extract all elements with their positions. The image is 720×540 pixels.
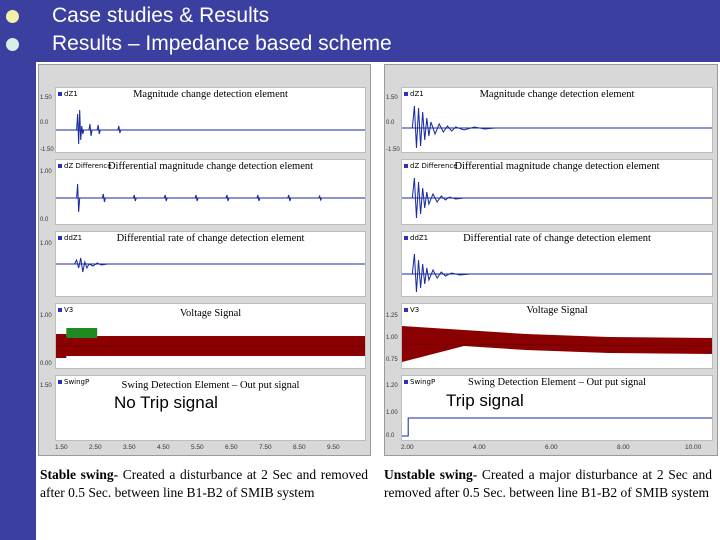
y-tick: 1.50 <box>386 95 398 101</box>
x-axis: 2.00 4.00 6.00 8.00 10.00 <box>401 443 713 455</box>
signal-name: V3 <box>404 306 419 314</box>
plot-label: Voltage Signal <box>526 305 588 316</box>
caption-heading: Stable swing- <box>40 467 119 482</box>
bullet-icon <box>6 38 19 51</box>
x-tick: 4.00 <box>473 444 486 451</box>
y-tick: 0.00 <box>40 361 52 367</box>
slide-subtitle: Results – Impedance based scheme <box>52 32 392 55</box>
y-tick: 1.00 <box>386 410 398 416</box>
signal-name: V3 <box>58 306 73 314</box>
plot-label: Differential magnitude change detection … <box>454 161 660 172</box>
y-tick: 1.00 <box>386 335 398 341</box>
signal-name: dZ Difference <box>404 162 458 170</box>
x-tick: 6.00 <box>545 444 558 451</box>
plot-differential-magnitude: dZ Difference Differential magnitude cha… <box>55 159 366 225</box>
y-tick: 1.00 <box>40 313 52 319</box>
slide-title: Case studies & Results <box>52 4 270 27</box>
x-tick: 8.00 <box>617 444 630 451</box>
y-tick: 1.20 <box>386 383 398 389</box>
signal-name: SwingP <box>58 378 89 386</box>
y-tick: 1.00 <box>40 169 52 175</box>
y-tick: 1.00 <box>40 241 52 247</box>
x-axis: 1.50 2.50 3.50 4.50 5.50 6.50 7.50 8.50 … <box>55 443 366 455</box>
stable-swing-plot-panel: dZ1 Magnitude change detection element d… <box>38 64 371 456</box>
x-tick: 5.50 <box>191 444 204 451</box>
plot-label: Differential rate of change detection el… <box>463 233 651 244</box>
y-tick: 1.50 <box>40 383 52 389</box>
signal-name: ddZ1 <box>404 234 428 242</box>
plot-magnitude-change: dZ1 Magnitude change detection element <box>401 87 713 153</box>
unstable-swing-plot-panel: dZ1 Magnitude change detection element d… <box>384 64 718 456</box>
y-tick: 1.25 <box>386 313 398 319</box>
plot-label: Differential rate of change detection el… <box>116 233 305 244</box>
plot-magnitude-change: dZ1 Magnitude change detection element <box>55 87 366 153</box>
x-tick: 10.00 <box>685 444 702 451</box>
caption-heading: Unstable swing- <box>384 467 478 482</box>
bullet-icon <box>6 10 19 23</box>
plot-differential-rate: ddZ1 Differential rate of change detecti… <box>55 231 366 297</box>
signal-name: dZ Difference <box>58 162 112 170</box>
magnitude-waveform <box>402 105 712 149</box>
plot-label: Magnitude change detection element <box>133 89 288 100</box>
swing-output-waveform <box>402 417 712 437</box>
plot-swing-detection: SwingP Swing Detection Element – Out put… <box>55 375 366 441</box>
left-accent-bar <box>0 0 36 540</box>
differential-rate-waveform <box>402 253 712 293</box>
stable-swing-caption: Stable swing- Created a disturbance at 2… <box>40 466 368 502</box>
signal-name: dZ1 <box>58 90 78 98</box>
signal-name: ddZ1 <box>58 234 82 242</box>
plot-swing-detection: SwingP Swing Detection Element – Out put… <box>401 375 713 441</box>
magnitude-waveform <box>56 109 365 145</box>
y-tick: -1.50 <box>40 147 54 153</box>
signal-name: dZ1 <box>404 90 424 98</box>
differential-magnitude-waveform <box>402 177 712 219</box>
x-tick: 4.50 <box>157 444 170 451</box>
plot-differential-magnitude: dZ Difference Differential magnitude cha… <box>401 159 713 225</box>
x-tick: 7.50 <box>259 444 272 451</box>
signal-name: SwingP <box>404 378 435 386</box>
result-label: No Trip signal <box>114 393 218 412</box>
caption-text: Created a disturbance at 2 Sec and remov… <box>40 467 369 500</box>
y-tick: 0.0 <box>40 217 49 223</box>
plot-label: Swing Detection Element – Out put signal <box>121 380 300 391</box>
plot-differential-rate: ddZ1 Differential rate of change detecti… <box>401 231 713 297</box>
x-tick: 2.00 <box>401 444 414 451</box>
y-tick: 1.50 <box>40 95 52 101</box>
x-tick: 3.50 <box>123 444 136 451</box>
plot-label: Magnitude change detection element <box>479 89 635 100</box>
plot-voltage-signal: V3 Voltage Signal <box>401 303 713 369</box>
plot-voltage-signal: V3 Voltage Signal <box>55 303 366 369</box>
y-tick: 0.75 <box>386 357 398 363</box>
title-bar <box>36 0 720 62</box>
x-tick: 8.50 <box>293 444 306 451</box>
differential-rate-waveform <box>56 257 365 273</box>
y-tick: 0.0 <box>40 120 49 126</box>
x-tick: 1.50 <box>55 444 68 451</box>
result-label: Trip signal <box>446 391 524 410</box>
x-tick: 2.50 <box>89 444 102 451</box>
unstable-swing-caption: Unstable swing- Created a major disturba… <box>384 466 712 502</box>
plot-label: Swing Detection Element – Out put signal <box>468 377 646 388</box>
plot-label: Differential magnitude change detection … <box>107 161 314 172</box>
differential-magnitude-waveform <box>56 183 365 213</box>
x-tick: 6.50 <box>225 444 238 451</box>
x-tick: 9.50 <box>327 444 340 451</box>
y-tick: -1.50 <box>386 147 400 153</box>
plot-label: Voltage Signal <box>179 308 242 319</box>
voltage-waveform <box>56 328 365 358</box>
y-tick: 0.0 <box>386 433 395 439</box>
voltage-waveform <box>402 326 712 362</box>
caption-text: Created a major disturbance at 2 Sec and… <box>384 467 712 500</box>
y-tick: 0.0 <box>386 120 395 126</box>
